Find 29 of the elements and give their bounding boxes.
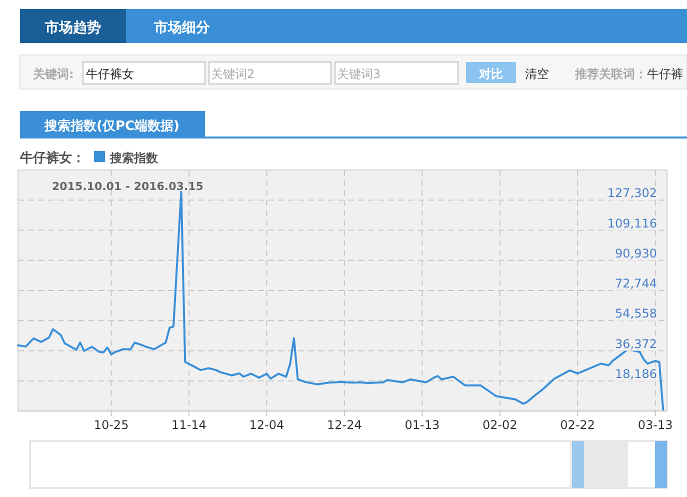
text: 关键词3 [337,67,381,81]
annotation: 2015.10.01 - 2016.03.15 [52,180,204,193]
x-tick-label: 10-25 [94,418,129,432]
x-tick-label: 11-14 [172,418,206,432]
x-tick-label: 01-13 [404,418,440,432]
text: 清空 [525,67,549,81]
y-tick-label: 36,372 [615,336,657,351]
text: 关键词2 [211,67,255,81]
x-tick-label: 12-24 [327,418,362,432]
y-tick-label: 109,116 [607,216,657,230]
x-tick-label: 02-02 [482,418,518,432]
legend-title: 牛仔裤女： [19,150,85,166]
y-tick-label: 72,744 [615,276,657,290]
chart-title: 搜索指数(仅PC端数据) [44,118,180,134]
y-tick-label: 90,930 [615,246,657,260]
y-tick-label: 18,186 [615,366,657,381]
legend-label: 搜索指数 [109,151,159,165]
x-tick-label: 12-04 [249,418,284,432]
text: 推荐关联词： [574,67,647,81]
y-tick-label: 127,302 [607,186,657,200]
x-tick-label: 02-22 [560,418,596,432]
text: 牛仔裤女 [86,67,134,81]
y-tick-label: 54,558 [615,306,657,321]
text: 市场细分 [153,19,211,36]
text: 牛仔裤 [647,67,683,81]
text: 对比 [478,67,503,81]
text: 关键词: [32,67,74,81]
x-tick-label: 03-13 [638,418,673,432]
text: 市场趋势 [44,19,101,36]
